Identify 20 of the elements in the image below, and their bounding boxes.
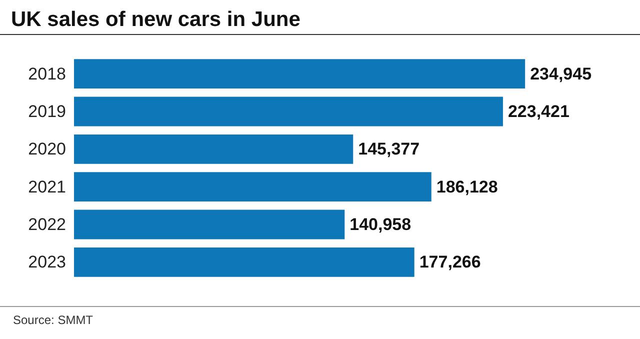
data-label: 234,945 <box>530 64 592 84</box>
data-label: 223,421 <box>508 102 570 121</box>
y-tick-label: 2022 <box>28 215 66 234</box>
bar <box>74 134 354 164</box>
bar <box>74 247 414 277</box>
data-label: 140,958 <box>350 215 412 234</box>
bar <box>74 59 526 89</box>
bar <box>74 172 432 202</box>
data-label: 145,377 <box>358 140 420 159</box>
chart-title: UK sales of new cars in June <box>11 8 300 31</box>
bar <box>74 210 345 240</box>
y-tick-label: 2019 <box>28 102 66 121</box>
y-tick-label: 2021 <box>28 177 66 196</box>
y-tick-label: 2018 <box>28 64 66 84</box>
bar <box>74 96 503 126</box>
data-label: 186,128 <box>436 177 498 196</box>
data-label: 177,266 <box>419 252 481 272</box>
source-note: Source: SMMT <box>13 313 94 327</box>
y-tick-label: 2020 <box>28 140 66 159</box>
y-tick-label: 2023 <box>28 252 66 272</box>
